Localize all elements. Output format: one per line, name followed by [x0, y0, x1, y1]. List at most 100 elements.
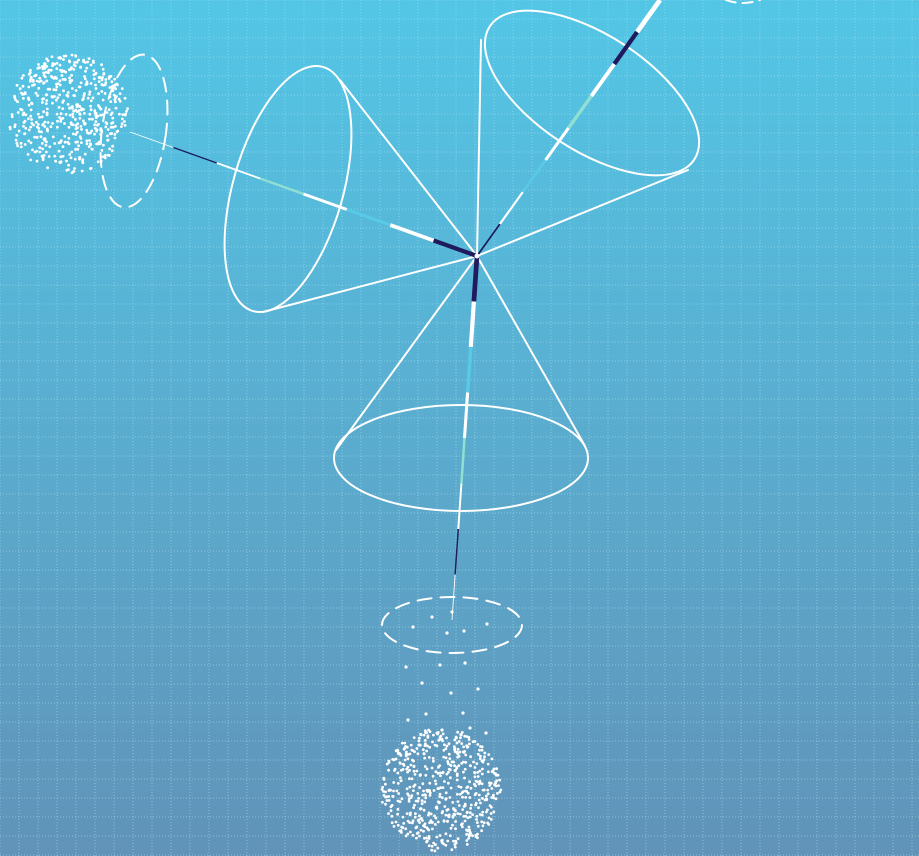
cloud-dot — [405, 812, 409, 815]
cloud-dot — [423, 756, 427, 760]
cloud-dot — [390, 821, 394, 825]
cloud-dot — [414, 799, 418, 803]
cloud-dot — [496, 792, 499, 795]
cloud-dot — [36, 123, 40, 126]
cloud-dot — [462, 770, 465, 774]
cloud-dot — [452, 745, 456, 748]
cloud-dot — [114, 100, 117, 104]
cloud-dot — [98, 140, 102, 144]
cloud-dot — [481, 810, 485, 814]
cloud-dot — [479, 801, 482, 805]
cloud-dot — [99, 159, 103, 163]
cloud-dot — [88, 112, 92, 116]
cloud-dot — [86, 60, 89, 64]
cloud-dot — [437, 800, 440, 804]
cloud-dot — [443, 743, 446, 747]
cloud-dot — [453, 750, 457, 754]
cloud-dot — [463, 767, 467, 771]
cloud-dot — [94, 116, 98, 119]
cloud-dot — [101, 98, 105, 102]
cloud-dot — [54, 159, 57, 163]
cloud-dot — [409, 743, 413, 747]
cloud-dot — [418, 736, 421, 740]
cloud-dot — [398, 752, 402, 756]
cloud-dot — [27, 103, 31, 107]
cloud-dot — [465, 843, 469, 846]
cloud-dot — [39, 135, 43, 139]
cloud-dot — [111, 87, 114, 90]
beam-segment — [589, 62, 616, 98]
cloud-dot — [87, 145, 91, 149]
cloud-dot — [412, 765, 416, 768]
cloud-dot — [466, 816, 470, 820]
scatter-dot — [449, 691, 453, 695]
cloud-dot — [111, 144, 114, 148]
cloud-dot — [462, 745, 465, 749]
cloud-dot — [67, 137, 71, 140]
cloud-dot — [418, 786, 421, 789]
cloud-dot — [85, 142, 89, 146]
cloud-dot — [425, 749, 428, 753]
cloud-dot — [496, 773, 500, 777]
cloud-dot — [65, 159, 68, 163]
cloud-dot — [10, 115, 14, 119]
cloud-dot — [420, 817, 423, 820]
cloud-dot — [31, 78, 35, 82]
cloud-dot — [42, 81, 45, 85]
cloud-dot — [465, 832, 468, 836]
cloud-dot — [82, 119, 85, 123]
cloud-dot — [410, 748, 414, 752]
cloud-dot — [18, 87, 22, 91]
cloud-dot — [426, 744, 429, 748]
cloud-dot — [92, 69, 96, 72]
cloud-dot — [490, 770, 494, 774]
cloud-dot — [492, 767, 496, 771]
cloud-dot — [423, 793, 427, 796]
cloud-dot — [56, 96, 60, 100]
cloud-dot — [447, 752, 451, 756]
cloud-dot — [60, 70, 64, 73]
cloud-dot — [487, 823, 491, 826]
cloud-dot — [114, 106, 118, 110]
cloud-dot — [83, 112, 86, 115]
beam-segment — [173, 146, 218, 164]
cloud-dot — [481, 824, 485, 828]
beam-segment — [471, 255, 480, 302]
cloud-dot — [78, 156, 82, 159]
cloud-dot — [392, 825, 396, 828]
cloud-dot — [465, 735, 469, 738]
cloud-dot — [454, 841, 458, 844]
cloud-dot — [98, 75, 101, 79]
cloud-dot — [54, 98, 58, 102]
cloud-dot — [85, 128, 89, 132]
particle-cloud-top-left — [8, 53, 169, 209]
cloud-dot — [423, 765, 427, 768]
cloud-dot — [101, 155, 105, 159]
cloud-dot — [490, 805, 493, 809]
cloud-dot — [41, 156, 45, 160]
cloud-dot — [29, 75, 33, 79]
cloud-dot — [480, 782, 484, 786]
cloud-dot — [446, 781, 450, 785]
cloud-dot — [88, 117, 91, 121]
cloud-dot — [422, 789, 425, 793]
cloud-dot — [103, 153, 107, 157]
cloud-dot — [16, 144, 19, 148]
cloud-dot — [19, 145, 23, 149]
cloud-dot — [61, 101, 65, 104]
cloud-dot — [473, 775, 477, 779]
cone-bottom — [333, 255, 589, 512]
cloud-dot — [116, 83, 119, 87]
cloud-dot — [103, 156, 107, 160]
cloud-dot — [89, 104, 92, 108]
cloud-dot — [487, 816, 491, 820]
cloud-dot — [482, 821, 486, 825]
cloud-dot — [27, 117, 30, 121]
cloud-dot — [467, 825, 471, 829]
beam-segment — [465, 346, 473, 393]
cloud-dot — [464, 796, 468, 799]
cloud-dot — [58, 160, 62, 164]
cone-left-rim — [223, 64, 353, 314]
beam-segment — [460, 437, 466, 484]
cloud-dot — [43, 120, 47, 124]
